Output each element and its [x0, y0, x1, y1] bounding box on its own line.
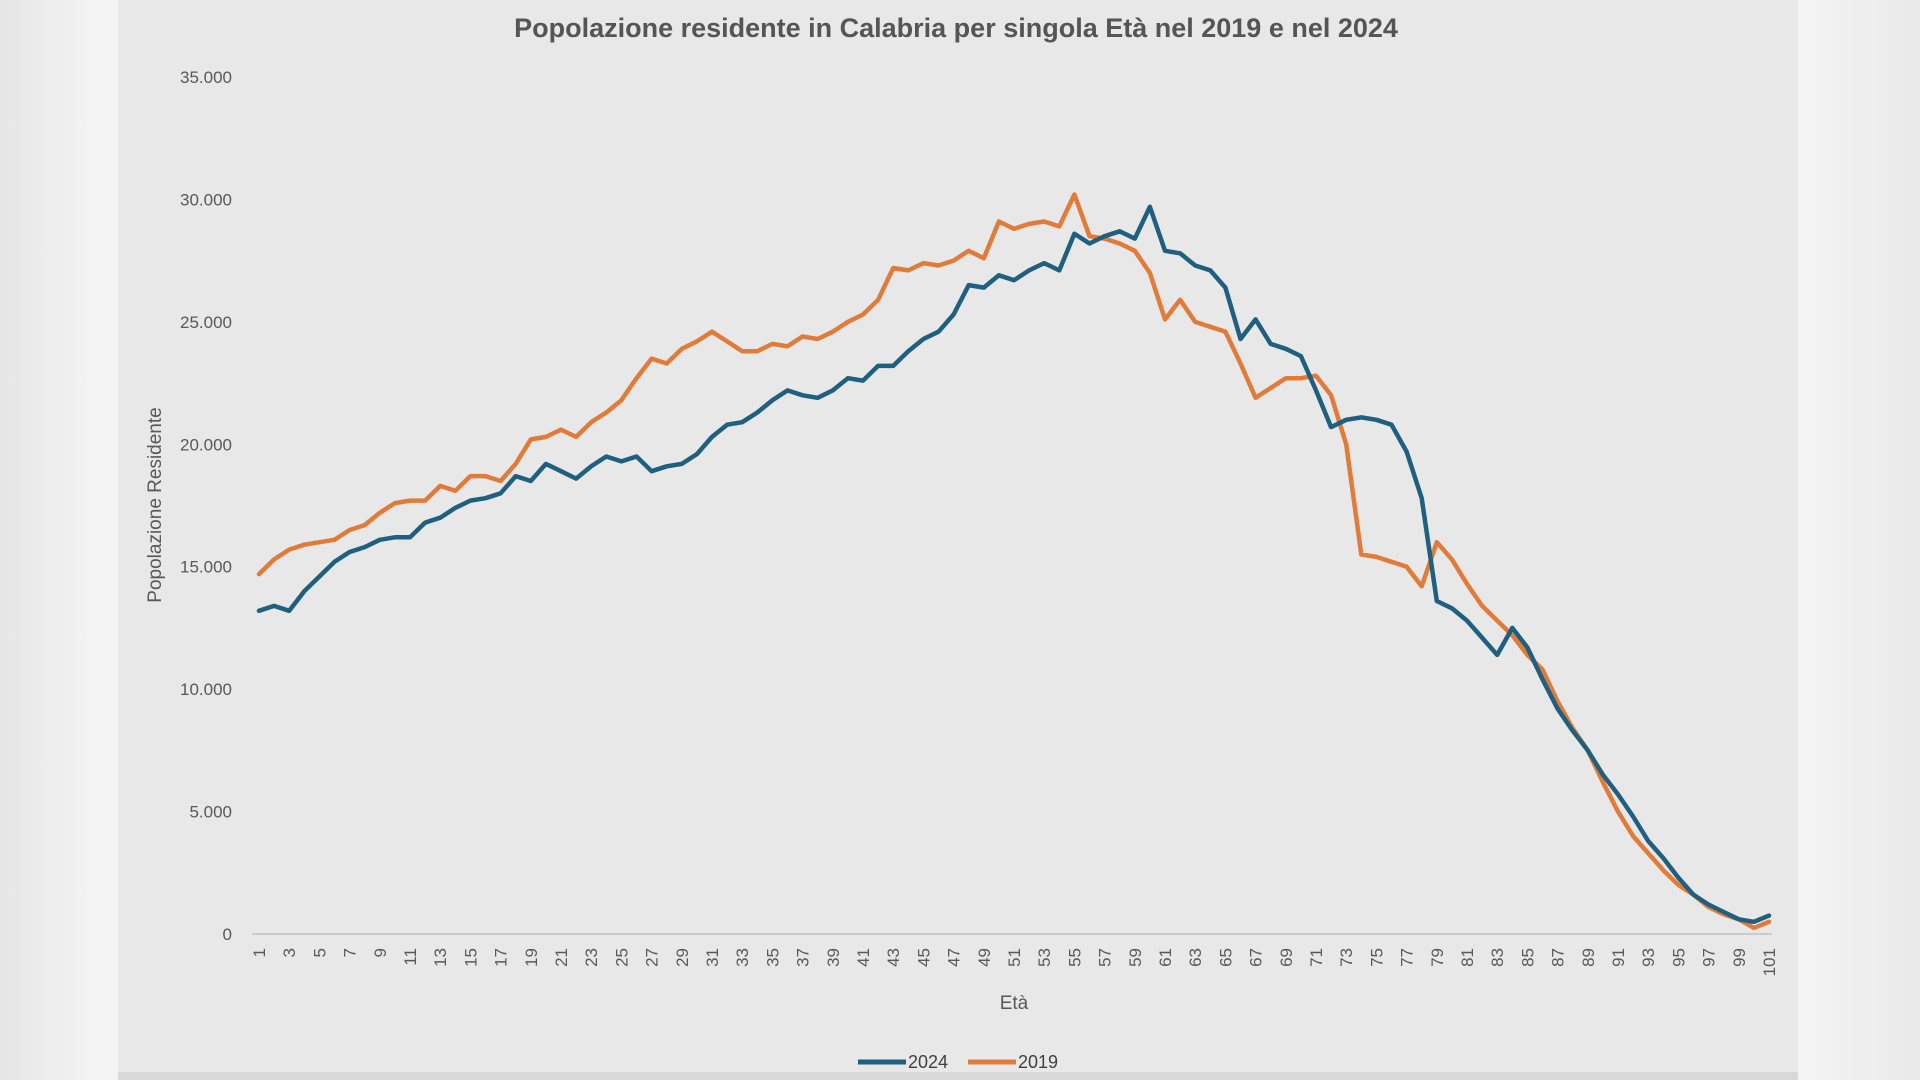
x-tick-label: 59	[1126, 948, 1145, 967]
x-tick-label: 39	[824, 948, 843, 967]
x-tick-label: 37	[794, 948, 813, 967]
x-tick-label: 11	[401, 948, 420, 966]
x-tick-label: 23	[582, 948, 601, 967]
x-tick-label: 75	[1367, 948, 1386, 967]
x-tick-label: 45	[914, 948, 933, 967]
x-tick-label: 97	[1700, 948, 1719, 967]
x-tick-label: 25	[612, 948, 631, 967]
y-tick-label: 15.000	[180, 558, 232, 577]
x-tick-label: 77	[1398, 948, 1417, 967]
chart-title: Popolazione residente in Calabria per si…	[514, 13, 1398, 43]
y-axis-title: Popolazione Residente	[145, 407, 166, 602]
y-tick-label: 5.000	[189, 803, 232, 822]
x-tick-label: 99	[1730, 948, 1749, 967]
x-tick-label: 27	[643, 948, 662, 967]
series-line-2024	[256, 204, 1772, 925]
x-tick-label: 17	[492, 948, 511, 967]
panel-bottom-edge	[118, 1072, 1798, 1080]
x-tick-label: 91	[1609, 948, 1628, 967]
x-tick-label: 31	[703, 948, 722, 967]
x-tick-label: 19	[522, 948, 541, 967]
y-tick-label: 35.000	[180, 68, 232, 87]
x-tick-label: 9	[371, 948, 390, 957]
x-tick-label: 15	[461, 948, 480, 967]
x-tick-label: 13	[431, 948, 450, 967]
x-tick-label: 73	[1337, 948, 1356, 967]
x-tick-label: 21	[552, 948, 571, 967]
x-tick-label: 89	[1579, 948, 1598, 967]
x-tick-label: 71	[1307, 948, 1326, 967]
y-tick-label: 10.000	[180, 680, 232, 699]
x-tick-label: 43	[884, 948, 903, 967]
x-tick-label: 47	[945, 948, 964, 967]
x-tick-label: 7	[341, 948, 360, 957]
y-tick-label: 30.000	[180, 190, 232, 209]
x-tick-label: 61	[1156, 948, 1175, 967]
x-tick-label: 29	[673, 948, 692, 967]
y-tick-label: 25.000	[180, 313, 232, 332]
y-tick-labels: 0 5.000 10.000 15.000 20.000 25.000 30.000 35.0…	[180, 68, 232, 944]
x-tick-label: 41	[854, 948, 873, 967]
x-tick-label: 49	[975, 948, 994, 967]
y-tick-label: 0	[223, 925, 232, 944]
x-tick-label: 55	[1065, 948, 1084, 967]
series-line-2019	[256, 192, 1772, 931]
x-tick-label: 53	[1035, 948, 1054, 967]
x-tick-label: 57	[1096, 948, 1115, 967]
x-tick-label: 79	[1428, 948, 1447, 967]
legend-label-2019: 2019	[1018, 1052, 1058, 1072]
x-tick-label: 1	[250, 948, 269, 957]
series-lines	[256, 192, 1772, 931]
y-tick-label: 20.000	[180, 435, 232, 454]
x-tick-label: 33	[733, 948, 752, 967]
x-tick-label: 81	[1458, 948, 1477, 967]
x-tick-label: 85	[1518, 948, 1537, 967]
x-tick-label: 87	[1549, 948, 1568, 967]
legend-label-2024: 2024	[908, 1052, 948, 1072]
x-tick-label: 95	[1669, 948, 1688, 967]
x-tick-label: 101	[1760, 948, 1779, 976]
x-tick-label: 67	[1247, 948, 1266, 967]
legend: 2024 2019	[858, 1052, 1058, 1072]
x-tick-label: 69	[1277, 948, 1296, 967]
x-tick-label: 65	[1216, 948, 1235, 967]
x-axis-title: Età	[1000, 993, 1029, 1014]
x-tick-label: 5	[310, 948, 329, 957]
x-tick-label: 63	[1186, 948, 1205, 967]
x-tick-label: 93	[1639, 948, 1658, 967]
x-tick-label: 3	[280, 948, 299, 957]
x-tick-label: 83	[1488, 948, 1507, 967]
x-tick-label: 51	[1005, 948, 1024, 967]
x-tick-labels: 1 3 5 7 9 11 13 15 17 19 21 23 25 27 29 31 33 35 37 39 41 43 4…	[250, 948, 1779, 976]
x-tick-label: 35	[763, 948, 782, 967]
